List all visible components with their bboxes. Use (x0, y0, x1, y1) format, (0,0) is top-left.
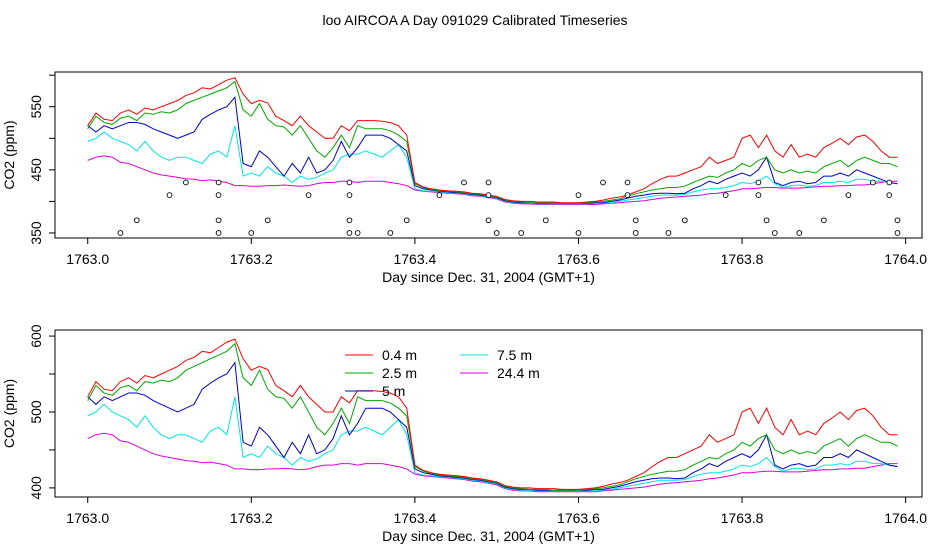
flag-marker (133, 217, 140, 224)
flag-marker (166, 192, 173, 198)
flag-marker (755, 179, 762, 186)
flag-marker (264, 217, 271, 224)
flag-marker (387, 230, 394, 236)
x-tick-label: 1763.2 (230, 510, 273, 526)
flag-marker (346, 217, 353, 224)
flag-marker (886, 192, 893, 198)
y-tick-label: 550 (28, 95, 44, 119)
series-line-7-5m (87, 125, 898, 205)
flag-marker (518, 230, 525, 236)
series-line-5m (87, 361, 898, 491)
flag-marker (215, 192, 222, 198)
x-tick-label: 1763.8 (721, 251, 764, 267)
flag-marker (886, 179, 893, 186)
top-panel: 1763.0 1763.2 1763.4 1763.6 1763.8 1764.0 350 4… (1, 71, 927, 285)
chart-title: loo AIRCOA A Day 091029 Calibrated Times… (322, 12, 628, 28)
x-tick-label: 1763.4 (393, 251, 436, 267)
plot-frame (54, 71, 923, 239)
x-axis-label: Day since Dec. 31, 2004 (GMT+1) (382, 269, 595, 285)
series-line-2-5m (87, 342, 898, 491)
x-axis-label: Day since Dec. 31, 2004 (GMT+1) (382, 528, 595, 544)
flag-marker (542, 217, 549, 224)
legend-label: 0.4 m (382, 347, 417, 363)
flag-marker (632, 217, 639, 224)
flag-marker (215, 179, 222, 186)
flag-marker (346, 192, 353, 198)
legend-label: 5 m (382, 383, 405, 399)
flag-marker (215, 217, 222, 224)
x-tick-label: 1763.0 (66, 510, 109, 526)
x-tick-label: 1764.0 (884, 510, 927, 526)
y-tick-label: 350 (28, 221, 44, 245)
flag-marker (248, 230, 255, 236)
flag-marker (763, 217, 770, 224)
flag-marker (771, 230, 778, 236)
legend-label: 24.4 m (497, 365, 540, 381)
flag-marker (600, 179, 606, 186)
flag-marker (681, 217, 688, 224)
flag-marker (215, 230, 222, 236)
x-tick-label: 1763.6 (557, 510, 600, 526)
flag-marker (183, 179, 189, 186)
flag-marker (485, 192, 492, 198)
series-line-0-4m (87, 338, 898, 490)
flag-marker (354, 230, 361, 236)
flag-marker (346, 230, 353, 236)
flag-marker (624, 179, 631, 186)
flag-marker (403, 217, 410, 224)
flag-marker (485, 217, 492, 224)
flag-marker (117, 230, 124, 236)
plot-frame (54, 329, 923, 498)
flag-marker (755, 192, 762, 198)
series-line-0-4m (87, 77, 898, 204)
series-line-7-5m (87, 396, 898, 492)
flag-marker (346, 179, 353, 186)
flag-marker (575, 192, 582, 198)
x-tick-label: 1763.2 (230, 251, 273, 267)
x-tick-label: 1763.6 (557, 251, 600, 267)
x-tick-label: 1763.0 (66, 251, 109, 267)
flag-marker (665, 230, 672, 236)
flag-marker (493, 230, 500, 236)
flag-marker (485, 179, 492, 186)
series-line-5m (87, 96, 898, 204)
flag-marker (305, 192, 312, 198)
flag-marker (894, 230, 901, 236)
flag-marker (870, 179, 876, 186)
y-tick-label: 600 (28, 324, 44, 348)
flag-marker (436, 192, 443, 198)
bottom-panel: 1763.0 1763.2 1763.4 1763.6 1763.8 1764.0 400 5… (1, 324, 927, 544)
flag-marker (461, 179, 467, 186)
flag-marker (796, 230, 803, 236)
series-line-2-5m (87, 80, 898, 204)
flag-marker (632, 230, 639, 236)
series-line-24-4m (87, 155, 898, 205)
flag-marker (722, 192, 729, 198)
y-axis-label: CO2 (ppm) (1, 379, 17, 448)
flag-marker (845, 192, 852, 198)
y-tick-label: 450 (28, 158, 44, 182)
x-tick-label: 1764.0 (884, 251, 927, 267)
flag-marker (820, 217, 827, 224)
y-tick-label: 400 (28, 476, 44, 500)
flag-marker (894, 217, 901, 224)
legend-label: 2.5 m (382, 365, 417, 381)
x-tick-label: 1763.8 (721, 510, 764, 526)
y-axis-label: CO2 (ppm) (1, 120, 17, 189)
flag-marker (575, 230, 582, 236)
flag-marker (624, 192, 631, 198)
y-tick-label: 500 (28, 400, 44, 424)
x-tick-label: 1763.4 (393, 510, 436, 526)
legend: 0.4 m 2.5 m 5 m 7.5 m 24.4 m (345, 347, 540, 399)
legend-label: 7.5 m (497, 347, 532, 363)
series-line-24-4m (87, 432, 898, 493)
